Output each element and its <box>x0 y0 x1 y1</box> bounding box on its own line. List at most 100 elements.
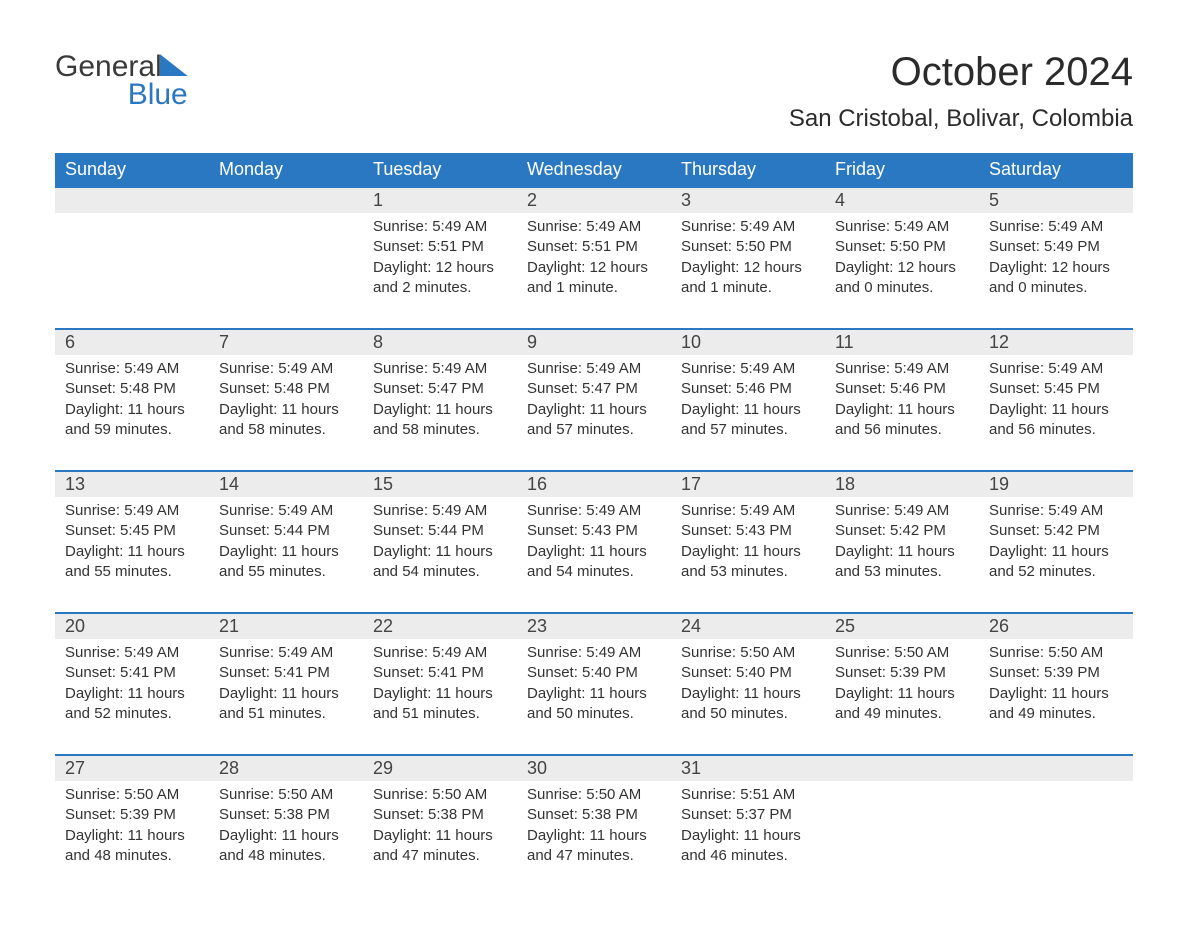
day-cell <box>55 213 209 323</box>
sunrise-line: Sunrise: 5:49 AM <box>989 217 1123 237</box>
daylight-line: Daylight: 11 hours and 51 minutes. <box>219 684 353 725</box>
day-cell: Sunrise: 5:50 AMSunset: 5:38 PMDaylight:… <box>209 781 363 896</box>
daylight-line: Daylight: 11 hours and 55 minutes. <box>65 542 199 583</box>
day-number: 22 <box>363 614 517 639</box>
daylight-line: Daylight: 11 hours and 55 minutes. <box>219 542 353 583</box>
title-block: October 2024 San Cristobal, Bolivar, Col… <box>789 50 1133 147</box>
sunset-line: Sunset: 5:49 PM <box>989 237 1123 257</box>
day-number: 25 <box>825 614 979 639</box>
sunset-line: Sunset: 5:43 PM <box>681 521 815 541</box>
daylight-line: Daylight: 11 hours and 58 minutes. <box>219 400 353 441</box>
sunset-line: Sunset: 5:44 PM <box>219 521 353 541</box>
daylight-line: Daylight: 11 hours and 47 minutes. <box>373 826 507 867</box>
day-cell: Sunrise: 5:49 AMSunset: 5:42 PMDaylight:… <box>825 497 979 612</box>
logo-word1: General Blue <box>55 50 188 112</box>
day-number: 5 <box>979 188 1133 213</box>
sunset-line: Sunset: 5:44 PM <box>373 521 507 541</box>
sunrise-line: Sunrise: 5:49 AM <box>835 359 969 379</box>
sunset-line: Sunset: 5:38 PM <box>219 805 353 825</box>
sunset-line: Sunset: 5:41 PM <box>219 663 353 683</box>
daylight-line: Daylight: 11 hours and 56 minutes. <box>989 400 1123 441</box>
day-cell: Sunrise: 5:49 AMSunset: 5:49 PMDaylight:… <box>979 213 1133 328</box>
day-cell: Sunrise: 5:49 AMSunset: 5:50 PMDaylight:… <box>671 213 825 328</box>
daylight-line: Daylight: 11 hours and 57 minutes. <box>527 400 661 441</box>
sunset-line: Sunset: 5:50 PM <box>835 237 969 257</box>
day-number: 9 <box>517 330 671 355</box>
day-cell: Sunrise: 5:49 AMSunset: 5:46 PMDaylight:… <box>825 355 979 470</box>
day-number: 24 <box>671 614 825 639</box>
day-cell: Sunrise: 5:49 AMSunset: 5:43 PMDaylight:… <box>517 497 671 612</box>
day-cell: Sunrise: 5:49 AMSunset: 5:47 PMDaylight:… <box>363 355 517 470</box>
day-cell: Sunrise: 5:49 AMSunset: 5:51 PMDaylight:… <box>517 213 671 328</box>
sunrise-line: Sunrise: 5:49 AM <box>681 501 815 521</box>
daylight-line: Daylight: 11 hours and 50 minutes. <box>681 684 815 725</box>
day-number: 28 <box>209 756 363 781</box>
day-cell: Sunrise: 5:49 AMSunset: 5:47 PMDaylight:… <box>517 355 671 470</box>
daycontent-row: Sunrise: 5:49 AMSunset: 5:48 PMDaylight:… <box>55 355 1133 471</box>
daylight-line: Daylight: 11 hours and 54 minutes. <box>527 542 661 583</box>
sunrise-line: Sunrise: 5:49 AM <box>219 643 353 663</box>
daylight-line: Daylight: 12 hours and 0 minutes. <box>835 258 969 299</box>
day-cell: Sunrise: 5:50 AMSunset: 5:40 PMDaylight:… <box>671 639 825 754</box>
sunset-line: Sunset: 5:39 PM <box>989 663 1123 683</box>
logo-text-2: Blue <box>55 78 188 112</box>
day-cell: Sunrise: 5:50 AMSunset: 5:38 PMDaylight:… <box>517 781 671 896</box>
sunset-line: Sunset: 5:45 PM <box>65 521 199 541</box>
daycontent-row: Sunrise: 5:49 AMSunset: 5:41 PMDaylight:… <box>55 639 1133 755</box>
daylight-line: Daylight: 11 hours and 53 minutes. <box>681 542 815 583</box>
day-number: 31 <box>671 756 825 781</box>
weekday-header: Wednesday <box>517 153 671 187</box>
day-cell <box>209 213 363 323</box>
sunrise-line: Sunrise: 5:50 AM <box>65 785 199 805</box>
location: San Cristobal, Bolivar, Colombia <box>789 105 1133 133</box>
daylight-line: Daylight: 11 hours and 52 minutes. <box>65 684 199 725</box>
sunset-line: Sunset: 5:40 PM <box>681 663 815 683</box>
daylight-line: Daylight: 11 hours and 52 minutes. <box>989 542 1123 583</box>
daylight-line: Daylight: 12 hours and 0 minutes. <box>989 258 1123 299</box>
daynum-row: 6789101112 <box>55 329 1133 355</box>
daylight-line: Daylight: 11 hours and 57 minutes. <box>681 400 815 441</box>
sunrise-line: Sunrise: 5:50 AM <box>835 643 969 663</box>
sunrise-line: Sunrise: 5:49 AM <box>681 359 815 379</box>
sunrise-line: Sunrise: 5:49 AM <box>373 501 507 521</box>
day-number: 4 <box>825 188 979 213</box>
calendar-header-row: SundayMondayTuesdayWednesdayThursdayFrid… <box>55 153 1133 187</box>
day-number: 17 <box>671 472 825 497</box>
daycontent-row: Sunrise: 5:49 AMSunset: 5:51 PMDaylight:… <box>55 213 1133 329</box>
sunrise-line: Sunrise: 5:50 AM <box>527 785 661 805</box>
sunrise-line: Sunrise: 5:50 AM <box>373 785 507 805</box>
day-number: 29 <box>363 756 517 781</box>
day-number: 12 <box>979 330 1133 355</box>
daylight-line: Daylight: 11 hours and 49 minutes. <box>989 684 1123 725</box>
sunset-line: Sunset: 5:48 PM <box>219 379 353 399</box>
sunset-line: Sunset: 5:38 PM <box>527 805 661 825</box>
weekday-header: Thursday <box>671 153 825 187</box>
daylight-line: Daylight: 11 hours and 58 minutes. <box>373 400 507 441</box>
daylight-line: Daylight: 11 hours and 59 minutes. <box>65 400 199 441</box>
daynum-row: ..12345 <box>55 187 1133 213</box>
sunrise-line: Sunrise: 5:50 AM <box>989 643 1123 663</box>
daynum-row: 2728293031.. <box>55 755 1133 781</box>
sunset-line: Sunset: 5:42 PM <box>835 521 969 541</box>
day-cell: Sunrise: 5:49 AMSunset: 5:42 PMDaylight:… <box>979 497 1133 612</box>
day-number: 26 <box>979 614 1133 639</box>
day-cell <box>979 781 1133 891</box>
day-cell: Sunrise: 5:49 AMSunset: 5:45 PMDaylight:… <box>979 355 1133 470</box>
day-number: 30 <box>517 756 671 781</box>
daycontent-row: Sunrise: 5:49 AMSunset: 5:45 PMDaylight:… <box>55 497 1133 613</box>
day-number: 10 <box>671 330 825 355</box>
daynum-row: 13141516171819 <box>55 471 1133 497</box>
day-number: 2 <box>517 188 671 213</box>
day-number: 8 <box>363 330 517 355</box>
daylight-line: Daylight: 11 hours and 46 minutes. <box>681 826 815 867</box>
sunrise-line: Sunrise: 5:49 AM <box>835 217 969 237</box>
day-cell: Sunrise: 5:50 AMSunset: 5:39 PMDaylight:… <box>825 639 979 754</box>
sunrise-line: Sunrise: 5:51 AM <box>681 785 815 805</box>
sunrise-line: Sunrise: 5:50 AM <box>681 643 815 663</box>
daylight-line: Daylight: 11 hours and 50 minutes. <box>527 684 661 725</box>
sunrise-line: Sunrise: 5:49 AM <box>681 217 815 237</box>
logo-triangle-icon <box>160 54 188 76</box>
sunrise-line: Sunrise: 5:49 AM <box>989 359 1123 379</box>
day-cell: Sunrise: 5:49 AMSunset: 5:41 PMDaylight:… <box>363 639 517 754</box>
daylight-line: Daylight: 11 hours and 49 minutes. <box>835 684 969 725</box>
